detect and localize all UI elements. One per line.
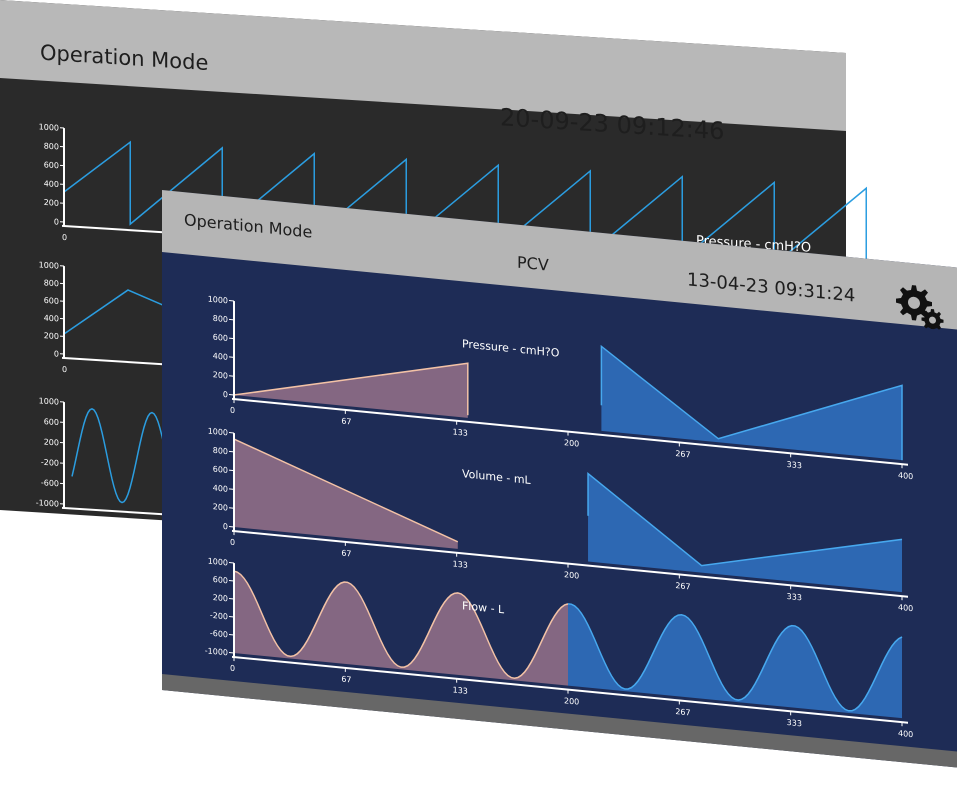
y-tick-label: 0 xyxy=(223,390,228,399)
back-y-tick-label: -200 xyxy=(41,458,59,468)
y-tick-label: -1000 xyxy=(205,646,228,657)
front-charts: 10008006004002000067133200267333400Press… xyxy=(205,294,914,739)
x-tick-label: 400 xyxy=(898,471,913,481)
x-tick-label: 67 xyxy=(341,549,351,559)
x-tick-label: 267 xyxy=(675,707,690,717)
y-tick-label: 800 xyxy=(213,446,228,456)
back-y-tick-label: 600 xyxy=(44,417,59,427)
x-tick-label: 400 xyxy=(898,603,913,613)
back-y-tick-label: 800 xyxy=(44,278,59,288)
back-x-tick-label: 0 xyxy=(62,233,67,242)
back-y-tick-label: 0 xyxy=(54,349,59,358)
back-y-tick-label: 600 xyxy=(44,296,59,306)
x-tick-label: 0 xyxy=(230,664,235,673)
live-waveform-line xyxy=(587,472,903,567)
front-monitor: Operation Mode PCV 13-04-23 09:31:24 100… xyxy=(162,190,957,768)
x-tick-label: 0 xyxy=(230,406,235,415)
x-axis xyxy=(232,655,908,724)
x-tick-label: 400 xyxy=(898,729,913,739)
x-tick-label: 133 xyxy=(453,559,468,569)
y-tick-label: 1000 xyxy=(208,426,228,437)
y-tick-label: 200 xyxy=(213,593,228,603)
back-y-tick-label: 1000 xyxy=(39,122,59,132)
x-tick-label: 67 xyxy=(341,417,351,427)
back-x-tick-label: 0 xyxy=(62,365,67,374)
back-y-tick-label: 800 xyxy=(44,142,59,152)
x-tick-label: 267 xyxy=(675,581,690,591)
live-waveform-area xyxy=(601,346,902,461)
y-tick-label: 600 xyxy=(213,333,228,343)
live-waveform-area xyxy=(588,473,902,593)
recorded-waveform-line xyxy=(233,438,459,543)
back-y-tick-label: 1000 xyxy=(39,396,59,406)
back-y-tick-label: -1000 xyxy=(36,498,59,508)
y-tick-label: 200 xyxy=(213,502,228,512)
y-tick-label: -200 xyxy=(210,611,228,622)
recorded-waveform-line xyxy=(233,362,469,416)
recorded-waveform-area xyxy=(234,571,568,686)
back-y-tick-label: -600 xyxy=(41,478,59,488)
pressure-chart: 1000 800 600 400 200 00 67 133 200 267 333 400 Press… xyxy=(208,294,914,481)
x-tick-label: 133 xyxy=(453,685,468,695)
recorded-waveform-line xyxy=(233,570,569,680)
y-tick-label: 400 xyxy=(213,351,228,361)
x-tick-label: 333 xyxy=(787,460,802,470)
x-tick-label: 200 xyxy=(564,438,579,448)
back-waveform-line xyxy=(63,140,867,271)
y-tick-label: 1000 xyxy=(208,556,228,567)
recorded-waveform-area xyxy=(234,363,468,418)
live-waveform-line xyxy=(600,344,903,461)
y-tick-label: 600 xyxy=(213,465,228,475)
y-tick-label: 400 xyxy=(213,483,228,493)
y-tick-label: -600 xyxy=(210,629,228,640)
live-waveform-line xyxy=(568,603,903,712)
y-tick-label: 200 xyxy=(213,370,228,380)
y-tick-label: 0 xyxy=(223,522,228,531)
x-axis xyxy=(232,529,908,598)
x-tick-label: 200 xyxy=(564,696,579,706)
live-waveform-area xyxy=(568,603,902,719)
y-tick-label: 800 xyxy=(213,314,228,324)
back-y-tick-label: 200 xyxy=(44,331,59,341)
volume-label: Volume - mL xyxy=(462,467,532,487)
pressure-label: Pressure - cmH?O xyxy=(462,337,560,359)
x-tick-label: 67 xyxy=(341,675,351,685)
volume-chart: 1000 800 600 400 200 00 67 133 200 267 333 400 Volum… xyxy=(208,426,914,613)
recorded-waveform-area xyxy=(234,439,458,549)
x-tick-label: 0 xyxy=(230,538,235,547)
back-y-tick-label: 1000 xyxy=(39,260,59,270)
back-y-tick-label: 600 xyxy=(44,160,59,170)
x-tick-label: 267 xyxy=(675,449,690,459)
flow-label: Flow - L xyxy=(462,599,505,616)
x-tick-label: 200 xyxy=(564,570,579,580)
back-y-tick-label: 400 xyxy=(44,179,59,189)
x-tick-label: 133 xyxy=(453,427,468,437)
back-y-tick-label: 0 xyxy=(54,217,59,226)
back-y-tick-label: 200 xyxy=(44,438,59,448)
x-axis xyxy=(232,397,908,466)
y-tick-label: 600 xyxy=(213,575,228,585)
x-tick-label: 333 xyxy=(787,592,802,602)
gears-icon[interactable] xyxy=(894,279,944,330)
y-tick-label: 1000 xyxy=(208,294,228,305)
back-y-tick-label: 400 xyxy=(44,314,59,324)
back-y-tick-label: 200 xyxy=(44,198,59,208)
x-tick-label: 333 xyxy=(787,718,802,728)
back-x-tick-label: 0 xyxy=(62,515,67,524)
